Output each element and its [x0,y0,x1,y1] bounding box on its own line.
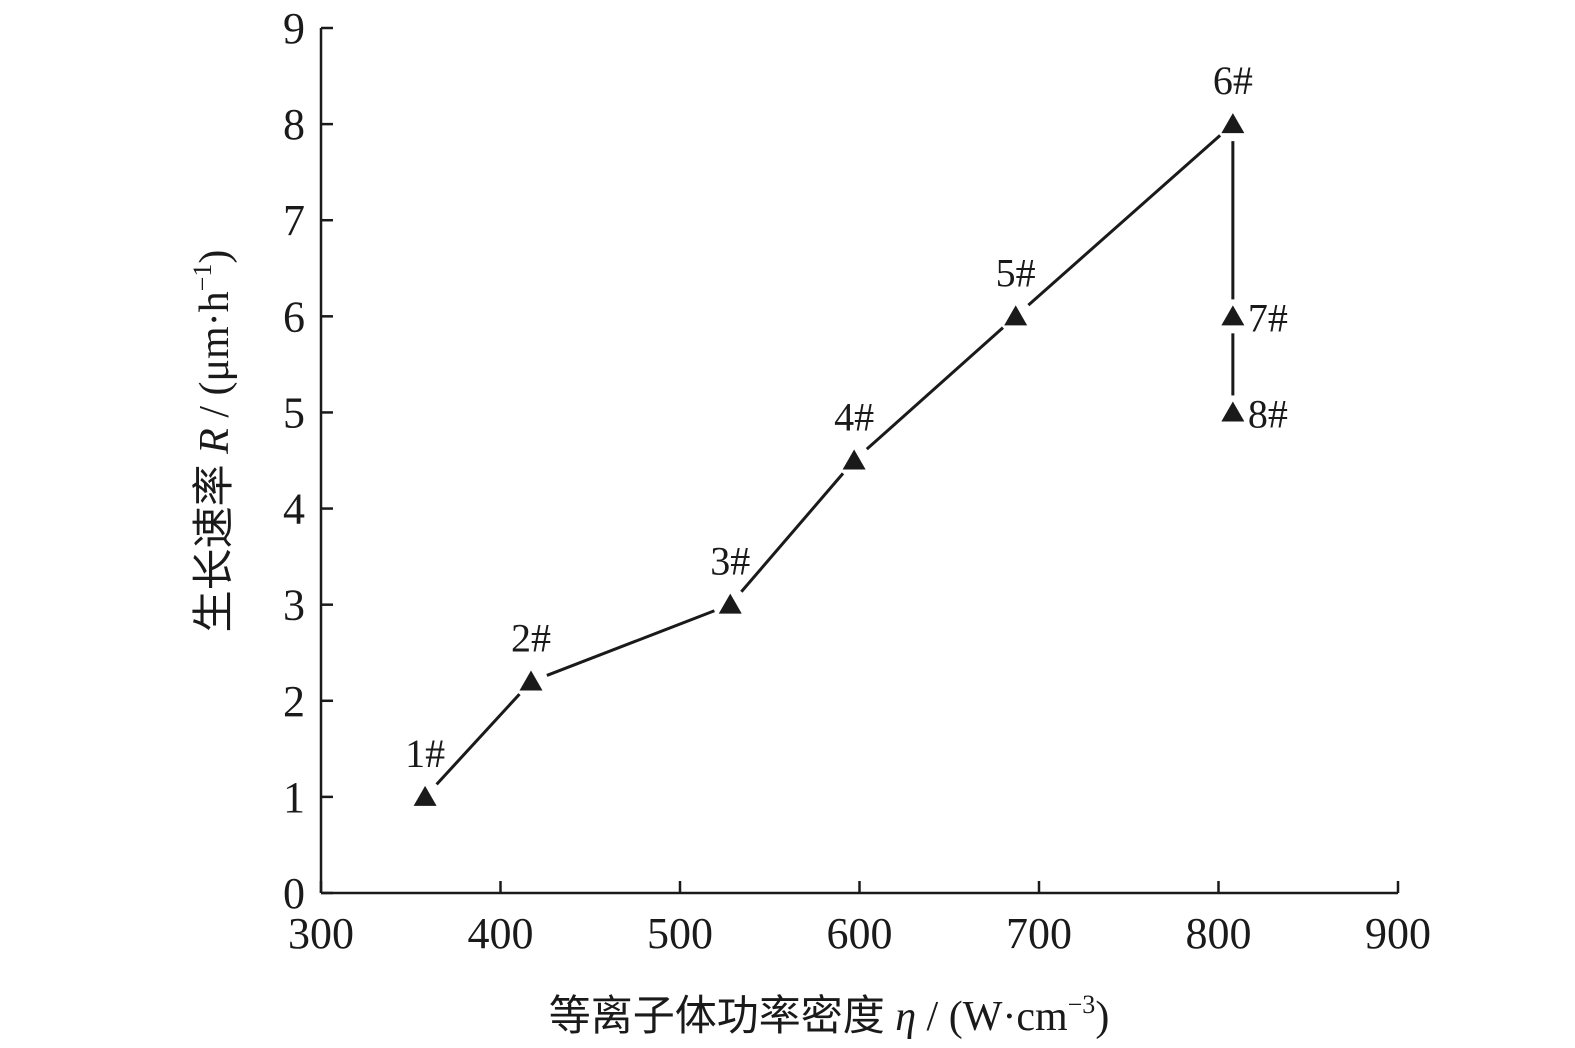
series-segment [435,693,521,786]
data-point-label: 3# [710,539,750,584]
series-segment [1027,134,1222,307]
data-point-label: 1# [405,731,445,776]
data-point-marker [718,593,742,614]
y-tick-label: 2 [283,677,305,726]
y-tick-label: 9 [283,4,305,53]
point-labels: 1# 2# 3# 4# 5# 6# 7# 8# [405,58,1288,776]
series-segment [546,609,715,677]
x-tick-label: 900 [1365,909,1431,958]
x-axis-title: 等离子体功率密度 η / (W·cm−3) [549,990,1110,1040]
data-point-marker [1221,305,1245,326]
x-tick-label: 500 [647,909,713,958]
data-point-label: 2# [511,616,551,661]
data-point-marker [1221,401,1245,422]
data-point-marker [413,785,437,806]
data-markers [413,113,1245,806]
x-tick-label: 800 [1186,909,1252,958]
y-axis-title: 生长速率 R / (μm·h−1) [188,250,238,633]
data-point-label: 5# [996,250,1036,295]
y-tick-label: 1 [283,773,305,822]
y-tick-label: 5 [283,388,305,437]
axes: 300 400 500 600 700 800 900 0 1 2 3 4 5 6 7 8 9 [283,4,1431,958]
series-segment [865,326,1004,451]
data-point-marker [1004,305,1028,326]
y-tick-label: 7 [283,196,305,245]
data-point-marker [519,670,543,691]
y-tick-label: 0 [283,869,305,918]
data-point-label: 6# [1213,58,1253,103]
data-point-marker [1221,113,1245,134]
series-segment [740,472,845,593]
y-tick-label: 8 [283,100,305,149]
y-tick-label: 4 [283,485,305,534]
data-point-label: 7# [1248,295,1288,340]
x-tick-label: 300 [288,909,354,958]
x-tick-label: 700 [1006,909,1072,958]
y-tick-label: 6 [283,292,305,341]
y-tick-label: 3 [283,581,305,630]
data-point-marker [842,449,866,470]
data-point-label: 4# [834,395,874,440]
x-tick-label: 400 [468,909,534,958]
series-line [435,134,1235,786]
data-point-label: 8# [1248,391,1288,436]
x-tick-label: 600 [827,909,893,958]
